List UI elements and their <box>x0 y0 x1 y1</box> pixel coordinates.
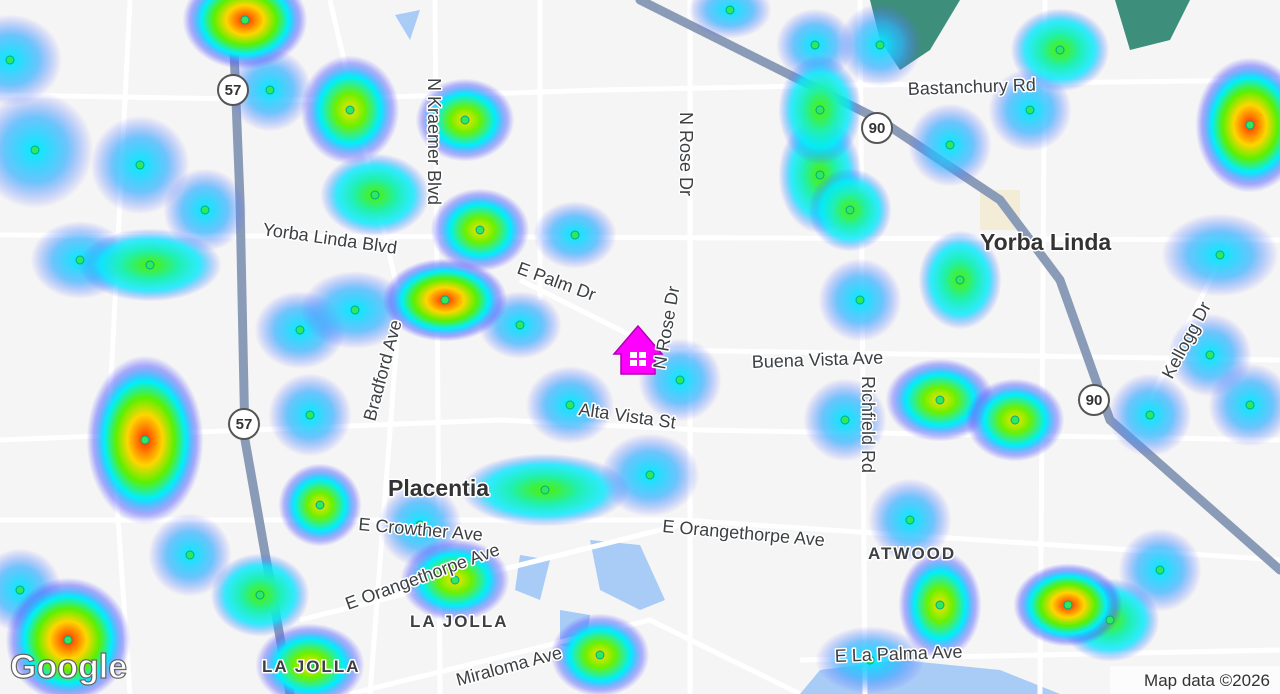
street-label: Buena Vista Ave <box>751 347 883 372</box>
point <box>255 590 265 600</box>
point <box>515 320 525 330</box>
highway-shield: 90 <box>861 112 893 144</box>
point <box>905 515 915 525</box>
point <box>815 170 825 180</box>
point <box>305 410 315 420</box>
street-label: Placentia <box>388 475 489 501</box>
street-label: Richfield Rd <box>858 376 878 473</box>
point <box>945 140 955 150</box>
shield-label: 90 <box>1086 392 1103 409</box>
point <box>295 325 305 335</box>
point <box>185 550 195 560</box>
point <box>570 230 580 240</box>
home-marker <box>612 324 664 375</box>
street-label: ATWOOD <box>868 544 956 563</box>
point <box>645 470 655 480</box>
street-label: LA JOLLA <box>410 612 508 631</box>
point <box>135 160 145 170</box>
point <box>450 575 460 585</box>
shield-badge <box>1078 384 1110 416</box>
point <box>440 295 450 305</box>
point <box>305 660 315 670</box>
point <box>810 40 820 50</box>
highway-shield: 90 <box>1078 384 1110 416</box>
attribution-box <box>1110 666 1280 694</box>
point <box>1010 415 1020 425</box>
point <box>935 600 945 610</box>
point <box>1063 600 1073 610</box>
point <box>1215 250 1225 260</box>
street-label: LA JOLLA <box>262 657 360 676</box>
highway-shield: 57 <box>228 408 260 440</box>
point <box>875 40 885 50</box>
point <box>565 400 575 410</box>
point <box>935 395 945 405</box>
point <box>540 485 550 495</box>
shield-label: 57 <box>236 416 253 433</box>
point <box>1105 615 1115 625</box>
point <box>1155 565 1165 575</box>
point <box>845 205 855 215</box>
point <box>63 635 73 645</box>
point <box>460 115 470 125</box>
point <box>140 435 150 445</box>
point <box>675 375 685 385</box>
point <box>1055 45 1065 55</box>
point <box>1245 120 1255 130</box>
point <box>1245 400 1255 410</box>
point <box>1205 350 1215 360</box>
point <box>30 145 40 155</box>
point <box>350 305 360 315</box>
logo: Google <box>10 648 127 686</box>
shield-label: 57 <box>225 82 242 99</box>
street-label: Yorba Linda <box>980 229 1111 255</box>
point <box>1145 410 1155 420</box>
point <box>595 650 605 660</box>
point <box>840 415 850 425</box>
heat-blob <box>1195 57 1280 193</box>
point <box>345 105 355 115</box>
point <box>5 55 15 65</box>
street-label: N Rose Dr <box>676 112 696 196</box>
point <box>475 225 485 235</box>
point <box>15 585 25 595</box>
point <box>815 105 825 115</box>
highway-shield: 57 <box>217 74 249 106</box>
point <box>865 655 875 665</box>
shield-label: 90 <box>869 120 886 137</box>
point <box>955 275 965 285</box>
heat-blob <box>182 0 308 70</box>
point <box>315 500 325 510</box>
attribution: Map data ©2026 <box>1144 671 1270 690</box>
point <box>855 295 865 305</box>
heat-blob <box>1208 363 1280 447</box>
point <box>415 520 425 530</box>
heat-blob <box>0 91 94 209</box>
point <box>725 5 735 15</box>
point <box>200 205 210 215</box>
point <box>265 85 275 95</box>
point <box>370 190 380 200</box>
heat-blob <box>688 0 772 39</box>
street-label: N Kraemer Blvd <box>424 78 444 205</box>
shield-badge <box>228 408 260 440</box>
point <box>1025 105 1035 115</box>
point <box>240 15 250 25</box>
shield-badge <box>861 112 893 144</box>
point <box>75 255 85 265</box>
heat-blob <box>255 623 365 694</box>
point <box>145 260 155 270</box>
heat-blob <box>0 14 62 106</box>
shield-badge <box>217 74 249 106</box>
